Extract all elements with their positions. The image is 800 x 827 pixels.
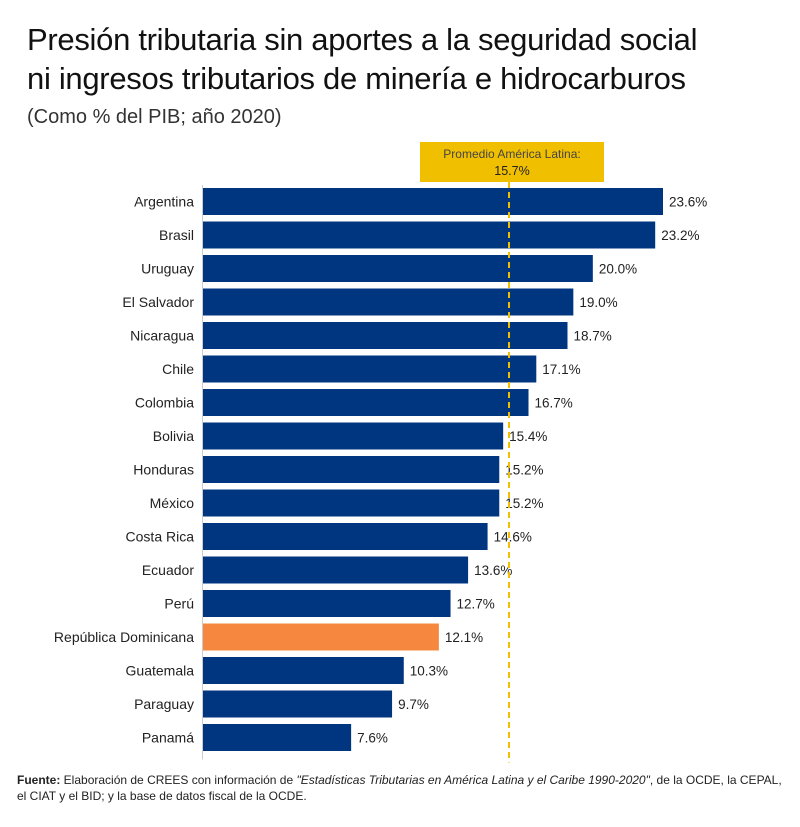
data-label: 18.7% (573, 329, 611, 344)
category-label: Guatemala (126, 663, 195, 679)
category-label: Argentina (134, 194, 194, 210)
data-label: 12.7% (457, 597, 495, 612)
bar-chile (203, 355, 537, 383)
bar-honduras (203, 456, 500, 483)
source-publication: "Estadísticas Tributarias en América Lat… (296, 773, 650, 787)
category-label: México (150, 495, 195, 511)
category-label: República Dominicana (54, 629, 194, 645)
category-label: Paraguay (134, 696, 194, 712)
bar-bolivia (203, 422, 504, 450)
bar-nicaragua (203, 322, 568, 349)
bar-el-salvador (203, 288, 574, 316)
bar-uruguay (203, 255, 593, 282)
bar-brasil (203, 221, 656, 249)
bar-colombia (203, 389, 529, 416)
category-label: El Salvador (122, 294, 194, 310)
bar-chart: Argentina 23.6% Brasil 23.2% Uruguay 20.0% El … (54, 142, 707, 763)
category-label: Nicaragua (130, 328, 194, 344)
category-label: Brasil (159, 227, 194, 243)
data-label: 12.1% (445, 630, 483, 645)
category-label: Chile (162, 361, 194, 377)
source-text-end: , de la OCDE, la CEPAL, el CIAT y el BID… (17, 773, 782, 803)
data-label: 7.6% (357, 731, 388, 746)
data-label: 15.4% (509, 429, 547, 444)
data-label: 23.6% (669, 195, 707, 210)
bar-guatemala (203, 657, 404, 684)
bar-argentina (203, 188, 663, 215)
category-label: Uruguay (141, 261, 194, 277)
average-label-text: Promedio América Latina: (443, 147, 580, 161)
data-label: 15.2% (505, 496, 543, 511)
data-label: 17.1% (542, 362, 580, 377)
category-label: Colombia (135, 395, 194, 411)
bar-panam- (203, 724, 352, 751)
source-text: Elaboración de CREES con información de (60, 773, 297, 787)
category-label: Ecuador (142, 562, 194, 578)
average-value-text: 15.7% (494, 164, 529, 178)
category-label: Panamá (142, 730, 194, 746)
data-label: 14.6% (494, 530, 532, 545)
category-label: Honduras (133, 462, 194, 478)
data-label: 10.3% (410, 664, 448, 679)
data-label: 20.0% (599, 262, 637, 277)
chart-subtitle: (Como % del PIB; año 2020) (27, 106, 282, 128)
bar-per- (203, 590, 451, 617)
chart-title-line2: ni ingresos tributarios de minería e hid… (27, 61, 686, 96)
category-label: Bolivia (153, 428, 194, 444)
source-footnote: Fuente: Elaboración de CREES con informa… (17, 772, 787, 804)
category-label: Costa Rica (126, 529, 195, 545)
chart-title: Presión tributaria sin aportes a la segu… (27, 20, 698, 98)
category-label: Perú (164, 596, 194, 612)
bar-paraguay (203, 690, 393, 718)
data-label: 16.7% (535, 396, 573, 411)
chart-title-line1: Presión tributaria sin aportes a la segu… (27, 22, 698, 57)
data-label: 23.2% (661, 228, 699, 243)
average-label-box (420, 142, 604, 182)
data-label: 9.7% (398, 697, 429, 712)
bar-costa-rica (203, 523, 488, 550)
bar-ecuador (203, 556, 469, 584)
bar-rep-blica-dominicana (203, 623, 439, 651)
data-label: 13.6% (474, 563, 512, 578)
source-label: Fuente: (17, 773, 61, 787)
data-label: 19.0% (579, 295, 617, 310)
data-label: 15.2% (505, 463, 543, 478)
bar-m-xico (203, 489, 500, 517)
